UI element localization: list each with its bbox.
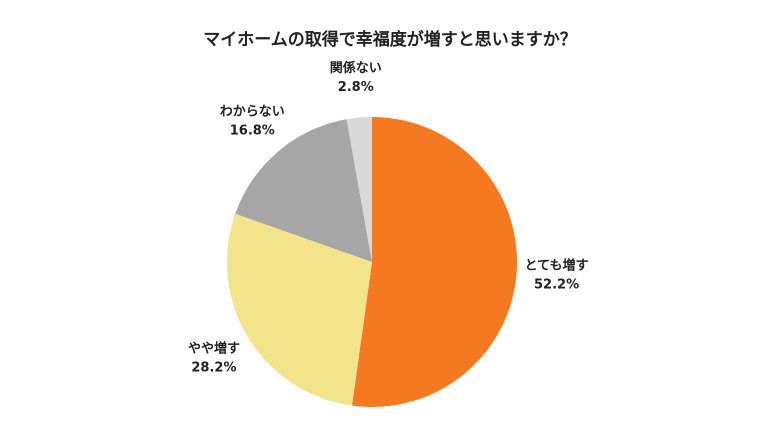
pie-slice [235, 119, 372, 262]
pie-slice [346, 117, 372, 262]
chart-title: マイホームの取得で幸福度が増すと思いますか？ [203, 29, 577, 50]
slice-label: 関係ない [330, 60, 382, 76]
slice-label: やや増す [188, 341, 240, 357]
slice-value-label: 28.2% [191, 361, 236, 376]
slice-value-label: 16.8% [230, 123, 275, 138]
pie-slice [352, 117, 517, 407]
slice-label: とても増す [525, 257, 589, 273]
slice-label: わからない [220, 104, 285, 119]
slice-value-label: 2.8% [338, 80, 374, 95]
pie-slice [227, 213, 372, 406]
slice-value-label: 52.2% [534, 277, 579, 292]
